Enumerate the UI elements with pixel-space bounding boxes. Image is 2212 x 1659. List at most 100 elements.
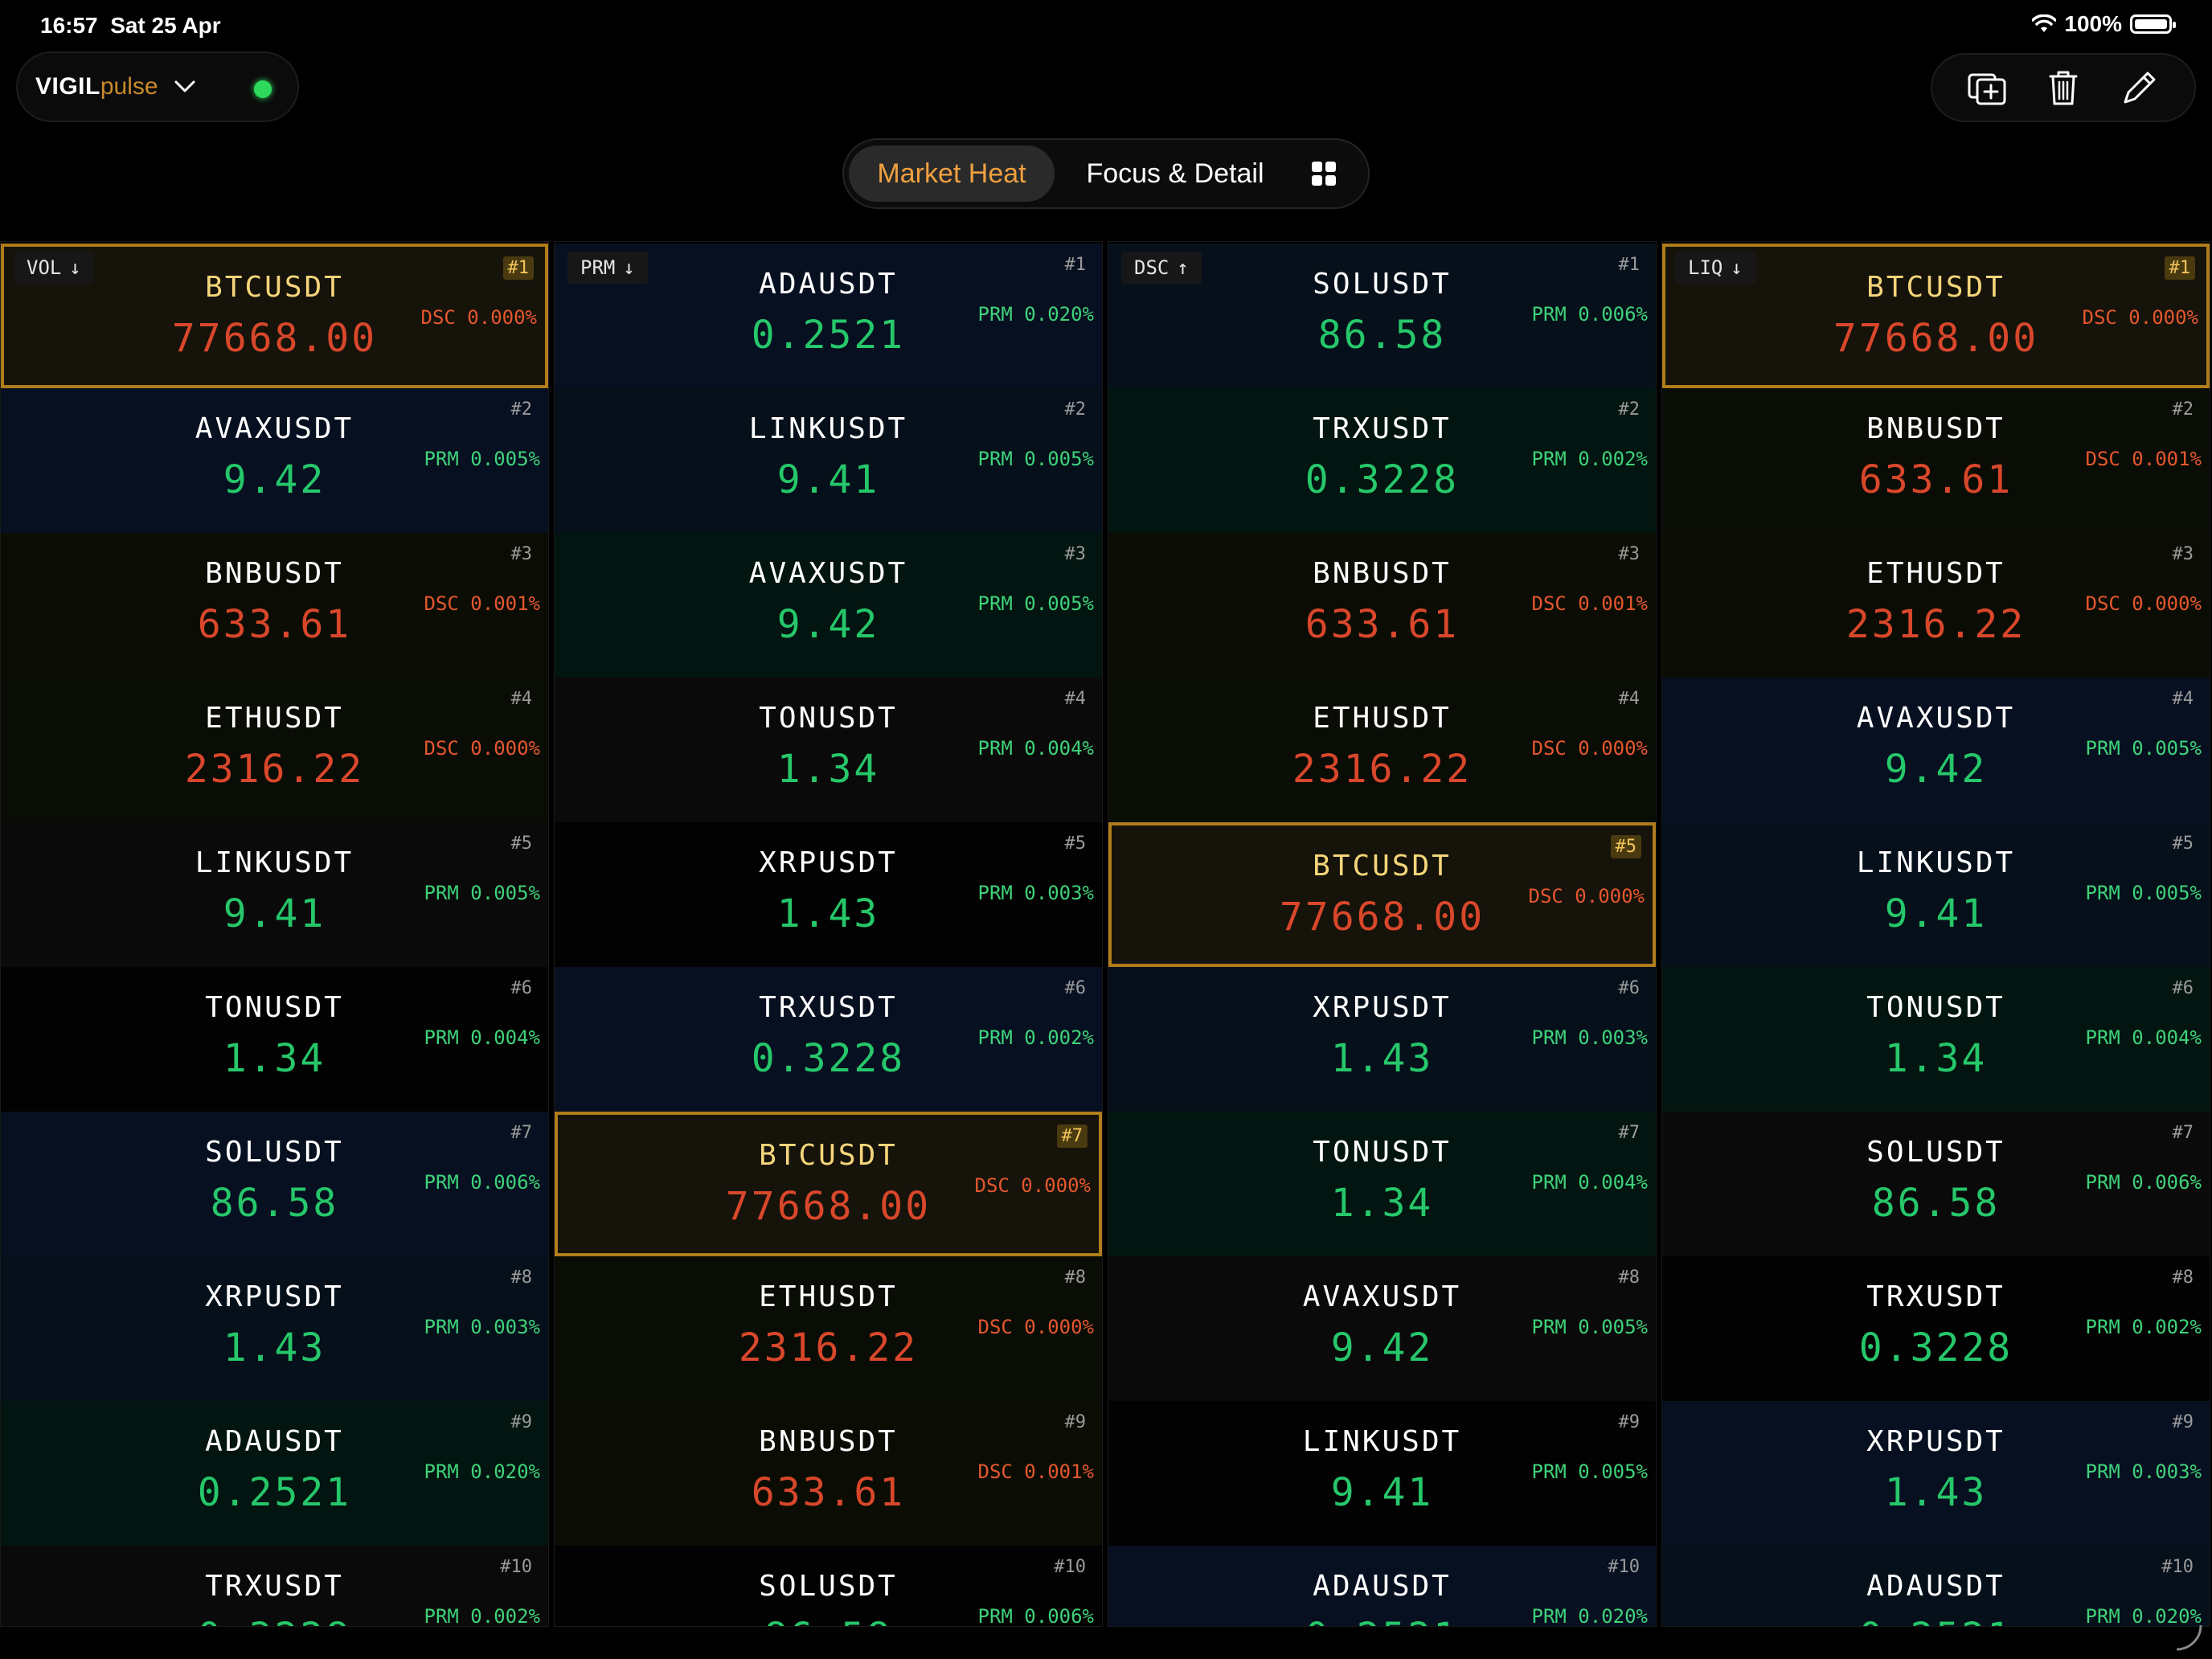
ticker-tile[interactable]: #4 ETHUSDT 2316.22 DSC 0.000%: [1, 678, 548, 822]
rank-badge: #1: [502, 256, 534, 280]
rank-badge: #7: [1056, 1124, 1088, 1148]
rank-badge: #3: [1618, 544, 1641, 564]
symbol-label: BNBUSDT: [205, 557, 344, 590]
delete-button[interactable]: [2039, 63, 2087, 112]
ticker-tile[interactable]: #3 BNBUSDT 633.61 DSC 0.001%: [1, 533, 548, 678]
rank-badge: #8: [510, 1268, 533, 1288]
ticker-tile[interactable]: #7 TONUSDT 1.34 PRM 0.004%: [1108, 1112, 1656, 1256]
rank-badge: #5: [510, 834, 533, 854]
metric-value: PRM 0.006%: [977, 1605, 1095, 1627]
price-value: 86.58: [1871, 1181, 2001, 1226]
metric-value: PRM 0.006%: [2085, 1171, 2202, 1194]
ticker-tile[interactable]: #3 BNBUSDT 633.61 DSC 0.001%: [1108, 533, 1656, 678]
ticker-tile[interactable]: #6 TRXUSDT 0.3228 PRM 0.002%: [555, 967, 1102, 1112]
ticker-tile[interactable]: #7 SOLUSDT 86.58 PRM 0.006%: [1, 1112, 548, 1256]
symbol-label: TONUSDT: [759, 702, 898, 735]
sort-chip-liq[interactable]: LIQ ↓: [1675, 252, 1755, 284]
ticker-tile[interactable]: #3 AVAXUSDT 9.42 PRM 0.005%: [555, 533, 1102, 678]
edit-button[interactable]: [2116, 63, 2164, 112]
price-value: 1.34: [1330, 1181, 1434, 1226]
market-heat-board: VOL ↓ #1 BTCUSDT 77668.00 DSC 0.000% #2 AVAXUSD…: [0, 241, 2212, 1627]
ticker-tile[interactable]: #2 BNBUSDT 633.61 DSC 0.001%: [1662, 388, 2210, 533]
metric-value: DSC 0.000%: [2085, 592, 2202, 615]
ticker-tile[interactable]: #1 ADAUSDT 0.2521 PRM 0.020%: [555, 244, 1102, 388]
price-value: 9.42: [776, 602, 880, 647]
grid-view-button[interactable]: [1296, 145, 1352, 202]
symbol-label: ADAUSDT: [759, 268, 898, 301]
price-value: 1.43: [1330, 1036, 1434, 1081]
metric-value: PRM 0.002%: [977, 1026, 1095, 1049]
ticker-tile[interactable]: #3 ETHUSDT 2316.22 DSC 0.000%: [1662, 533, 2210, 678]
sort-direction-icon: ↓: [623, 256, 635, 279]
price-value: 633.61: [1858, 457, 2013, 502]
price-value: 9.41: [1884, 891, 1988, 936]
trash-icon: [2049, 71, 2078, 105]
ticker-tile[interactable]: #8 XRPUSDT 1.43 PRM 0.003%: [1, 1256, 548, 1401]
price-value: 0.2521: [1108, 1615, 1656, 1626]
chevron-down-icon: [174, 80, 195, 92]
ticker-tile[interactable]: #6 XRPUSDT 1.43 PRM 0.003%: [1108, 967, 1656, 1112]
ticker-tile[interactable]: #5 BTCUSDT 77668.00 DSC 0.000%: [1108, 822, 1656, 967]
metric-value: PRM 0.020%: [424, 1460, 541, 1483]
symbol-label: TRXUSDT: [759, 991, 898, 1024]
sort-chip-vol[interactable]: VOL ↓: [14, 252, 94, 284]
sort-chip-prm[interactable]: PRM ↓: [567, 252, 648, 284]
ticker-tile[interactable]: #5 LINKUSDT 9.41 PRM 0.005%: [1662, 822, 2210, 967]
sort-direction-icon: ↓: [69, 256, 81, 279]
ticker-tile[interactable]: #9 LINKUSDT 9.41 PRM 0.005%: [1108, 1401, 1656, 1546]
metric-value: PRM 0.004%: [2085, 1026, 2202, 1049]
rank-badge: #1: [2164, 256, 2195, 280]
ticker-tile[interactable]: #5 LINKUSDT 9.41 PRM 0.005%: [1, 822, 548, 967]
add-board-button[interactable]: [1963, 63, 2011, 112]
sort-chip-dsc[interactable]: DSC ↑: [1121, 252, 1202, 284]
symbol-label: BTCUSDT: [205, 271, 344, 304]
ticker-tile[interactable]: #8 AVAXUSDT 9.42 PRM 0.005%: [1108, 1256, 1656, 1401]
grid-icon: [1312, 162, 1336, 186]
ticker-tile[interactable]: #7 SOLUSDT 86.58 PRM 0.006%: [1662, 1112, 2210, 1256]
ticker-tile[interactable]: #4 ETHUSDT 2316.22 DSC 0.000%: [1108, 678, 1656, 822]
ticker-tile[interactable]: #9 BNBUSDT 633.61 DSC 0.001%: [555, 1401, 1102, 1546]
rank-badge: #5: [1610, 835, 1641, 858]
ticker-tile[interactable]: #9 ADAUSDT 0.2521 PRM 0.020%: [1, 1401, 548, 1546]
metric-value: PRM 0.002%: [2085, 1316, 2202, 1338]
ticker-tile[interactable]: #4 TONUSDT 1.34 PRM 0.004%: [555, 678, 1102, 822]
metric-value: PRM 0.004%: [424, 1026, 541, 1049]
price-value: 633.61: [751, 1470, 906, 1515]
ticker-tile[interactable]: #2 TRXUSDT 0.3228 PRM 0.002%: [1108, 388, 1656, 533]
symbol-label: ETHUSDT: [205, 702, 344, 735]
rank-badge: #2: [1064, 399, 1087, 420]
ticker-tile[interactable]: #8 ETHUSDT 2316.22 DSC 0.000%: [555, 1256, 1102, 1401]
rank-badge: #2: [510, 399, 533, 420]
price-value: 0.3228: [1, 1615, 548, 1626]
tab-focus-detail[interactable]: Focus & Detail: [1086, 158, 1264, 189]
ticker-tile[interactable]: #9 XRPUSDT 1.43 PRM 0.003%: [1662, 1401, 2210, 1546]
column-dsc: DSC ↑ #1 SOLUSDT 86.58 PRM 0.006% #2 TRXUSDT 0.3…: [1108, 241, 1657, 1627]
metric-value: PRM 0.004%: [977, 737, 1095, 760]
ticker-tile[interactable]: #7 BTCUSDT 77668.00 DSC 0.000%: [555, 1112, 1102, 1256]
sort-label: VOL: [27, 256, 62, 279]
ticker-tile[interactable]: #8 TRXUSDT 0.3228 PRM 0.002%: [1662, 1256, 2210, 1401]
workspace-selector[interactable]: VIGIL pulse: [16, 51, 299, 122]
ticker-tile[interactable]: #6 TONUSDT 1.34 PRM 0.004%: [1, 967, 548, 1112]
metric-value: DSC 0.001%: [977, 1460, 1095, 1483]
connection-status-dot: [254, 80, 272, 98]
price-value: 0.3228: [751, 1036, 906, 1081]
ticker-tile[interactable]: #5 XRPUSDT 1.43 PRM 0.003%: [555, 822, 1102, 967]
price-value: 2316.22: [738, 1325, 919, 1370]
ticker-tile[interactable]: #4 AVAXUSDT 9.42 PRM 0.005%: [1662, 678, 2210, 822]
ticker-tile[interactable]: #2 LINKUSDT 9.41 PRM 0.005%: [555, 388, 1102, 533]
symbol-label: ETHUSDT: [1313, 702, 1452, 735]
tab-market-heat[interactable]: Market Heat: [849, 145, 1055, 202]
price-value: 1.34: [776, 747, 880, 792]
metric-value: PRM 0.005%: [424, 882, 541, 904]
resize-handle-icon[interactable]: [2172, 1620, 2204, 1653]
symbol-label: BNBUSDT: [759, 1425, 898, 1458]
ticker-tile[interactable]: #6 TONUSDT 1.34 PRM 0.004%: [1662, 967, 2210, 1112]
price-value: 2316.22: [1292, 747, 1473, 792]
rank-badge: #8: [1618, 1268, 1641, 1288]
ticker-tile[interactable]: #2 AVAXUSDT 9.42 PRM 0.005%: [1, 388, 548, 533]
